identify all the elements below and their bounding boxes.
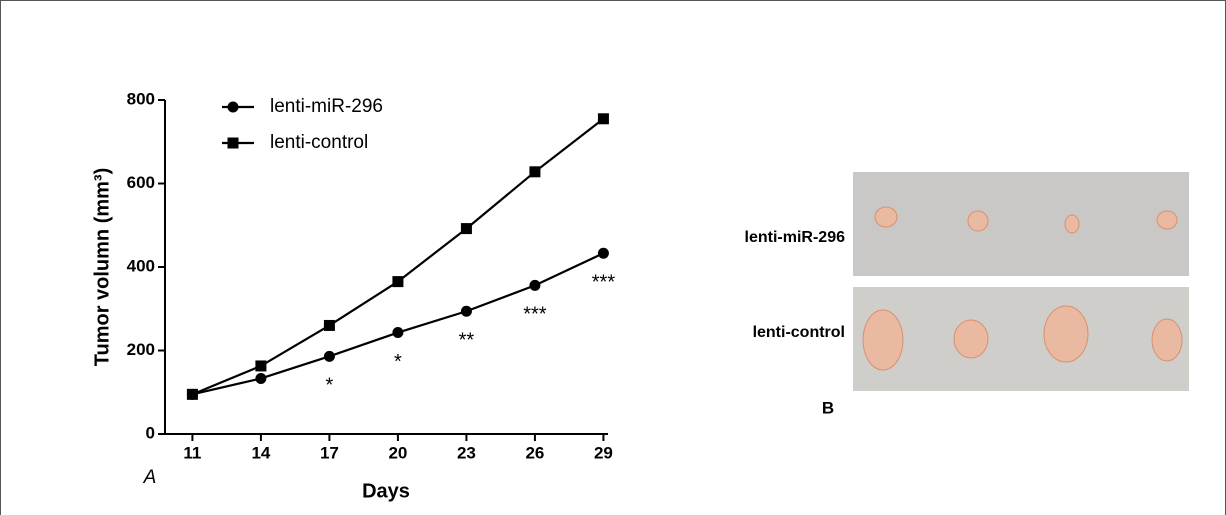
significance: * — [394, 351, 402, 373]
y-tick-label: 200 — [127, 340, 155, 359]
y-axis-label: Tumor volumn (mm³) — [91, 168, 113, 367]
data-point — [323, 350, 335, 362]
data-point — [186, 388, 198, 400]
x-tick-label: 29 — [594, 443, 613, 462]
data-point — [392, 327, 404, 339]
significance: ** — [459, 330, 475, 352]
y-tick-label: 800 — [127, 89, 155, 108]
y-tick-label: 600 — [127, 173, 155, 192]
data-point — [255, 360, 267, 372]
legend-marker — [227, 137, 239, 149]
x-tick-label: 11 — [183, 443, 201, 462]
data-point — [597, 247, 609, 259]
photo-row — [853, 172, 1189, 276]
row-label: lenti-miR-296 — [745, 229, 846, 246]
panel-label: A — [143, 467, 157, 488]
tumors — [862, 206, 1183, 371]
data-point — [529, 279, 541, 291]
data-point — [460, 223, 472, 235]
x-tick-label: 26 — [525, 443, 544, 462]
significance: * — [326, 375, 334, 397]
x-tick-label: 14 — [251, 443, 270, 462]
y-tick-label: 400 — [127, 256, 155, 275]
data-point — [529, 166, 541, 178]
photo-row — [853, 287, 1189, 391]
x-tick-label: 23 — [457, 443, 476, 462]
data-point — [323, 319, 335, 331]
row-label: lenti-control — [753, 324, 845, 341]
data-point — [597, 113, 609, 125]
x-axis-label: Days — [362, 480, 410, 502]
x-tick-label: 17 — [320, 443, 339, 462]
data-point — [255, 372, 267, 384]
y-tick-label: 0 — [146, 423, 155, 442]
significance: *** — [592, 272, 616, 294]
legend-marker — [227, 101, 239, 113]
data-point — [392, 276, 404, 288]
significance: *** — [523, 304, 547, 326]
data-point — [460, 305, 472, 317]
x-tick-label: 20 — [388, 443, 407, 462]
legend-label: lenti-control — [270, 132, 368, 153]
legend-label: lenti-miR-296 — [270, 96, 383, 117]
panel-label: B — [822, 398, 834, 417]
